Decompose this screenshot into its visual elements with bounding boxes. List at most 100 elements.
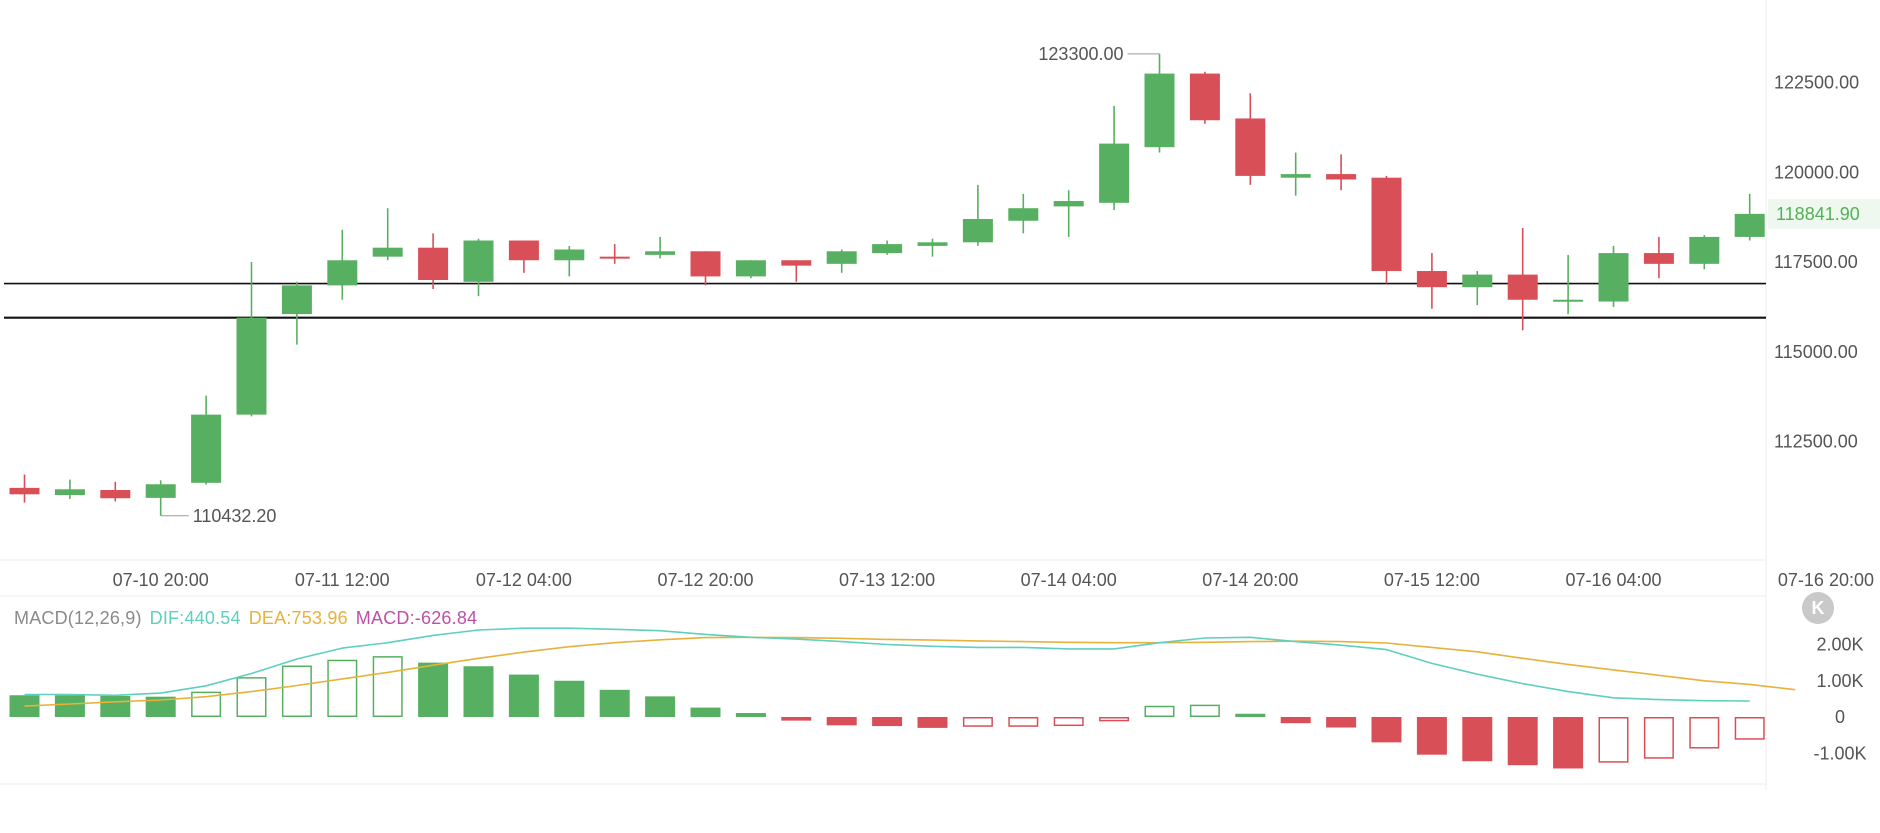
candle-body xyxy=(1553,299,1584,302)
macd-histogram-bar xyxy=(690,707,721,717)
price-axis-label: 115000.00 xyxy=(1774,342,1858,362)
macd-histogram-bar xyxy=(1235,713,1266,717)
candle-body xyxy=(463,240,494,282)
macd-histogram-bar xyxy=(1643,717,1674,759)
candle-body xyxy=(1235,118,1266,176)
candle-body xyxy=(1598,253,1629,302)
candle-body xyxy=(1643,253,1674,264)
macd-legend-macd: MACD:-626.84 xyxy=(355,608,478,628)
candle-body xyxy=(54,489,85,496)
macd-histogram-bar xyxy=(145,696,176,717)
macd-histogram-bar xyxy=(781,717,812,721)
last-price-tag-bg xyxy=(1768,198,1880,229)
candle-body xyxy=(1189,73,1220,121)
candle-body xyxy=(1008,208,1039,221)
macd-legend-dif: DIF:440.54 xyxy=(149,608,241,628)
macd-histogram-bar xyxy=(281,665,312,718)
macd-histogram-bar xyxy=(1144,705,1175,718)
macd-histogram-bar xyxy=(1598,717,1629,763)
macd-axis-label: 2.00K xyxy=(1816,635,1863,655)
macd-histogram-bar xyxy=(1053,717,1084,727)
macd-histogram-bar xyxy=(191,691,222,717)
macd-histogram-bar xyxy=(599,689,630,717)
macd-axis-label: -1.00K xyxy=(1813,743,1866,763)
candle-body xyxy=(599,256,630,259)
macd-histogram-bar xyxy=(1280,717,1311,724)
macd-histogram-bar xyxy=(962,717,993,727)
candle-body xyxy=(1734,213,1765,237)
macd-histogram-bar xyxy=(917,717,948,728)
macd-histogram-bar xyxy=(327,659,358,717)
candle-body xyxy=(735,260,766,277)
time-axis-label: 07-16 20:00 xyxy=(1778,570,1874,590)
macd-histogram-bar xyxy=(508,674,539,717)
macd-histogram-bar xyxy=(1008,717,1039,727)
candle-body xyxy=(327,260,358,286)
last-price-label: 118841.90 xyxy=(1776,204,1860,224)
time-axis-label: 07-13 12:00 xyxy=(839,570,935,590)
candle-body xyxy=(872,244,903,254)
price-axis-label: 120000.00 xyxy=(1774,162,1859,182)
candle-body xyxy=(781,260,812,266)
candle-body xyxy=(191,414,222,483)
macd-histogram-bar xyxy=(463,666,494,717)
macd-histogram-bar xyxy=(872,717,903,727)
candle-body xyxy=(1280,174,1311,178)
macd-histogram-bar xyxy=(100,695,131,717)
time-axis-label: 07-14 04:00 xyxy=(1021,570,1117,590)
candle-body xyxy=(145,484,176,498)
macd-histogram-bar xyxy=(9,695,40,717)
candle-body xyxy=(9,487,40,495)
candle-body xyxy=(1099,143,1130,203)
macd-histogram-bar xyxy=(645,696,676,717)
candle-body xyxy=(1507,274,1538,300)
candle-body xyxy=(418,247,449,280)
time-axis-label: 07-15 12:00 xyxy=(1384,570,1480,590)
time-axis-label: 07-14 20:00 xyxy=(1202,570,1298,590)
candle-body xyxy=(100,490,131,499)
macd-histogram-bar xyxy=(1507,717,1538,766)
candle-body xyxy=(1689,236,1720,264)
low-price-label: 110432.20 xyxy=(193,506,277,526)
candle-body xyxy=(1371,177,1402,272)
candle-body xyxy=(645,251,676,255)
chart-type-k-button[interactable]: K xyxy=(1802,592,1834,624)
time-axis-label: 07-12 04:00 xyxy=(476,570,572,590)
candle-body xyxy=(962,218,993,243)
macd-histogram-bar xyxy=(1326,717,1357,728)
price-axis-label: 117500.00 xyxy=(1774,252,1858,272)
high-price-label: 123300.00 xyxy=(1038,44,1123,64)
macd-histogram-bar xyxy=(372,656,403,717)
macd-axis-label: 1.00K xyxy=(1816,671,1863,691)
macd-histogram-bar xyxy=(418,662,449,717)
macd-histogram-bar xyxy=(554,680,585,717)
macd-histogram-bar xyxy=(1734,717,1765,740)
macd-histogram-bar xyxy=(735,713,766,717)
macd-histogram-bar xyxy=(1462,717,1493,762)
macd-histogram-bar xyxy=(1099,717,1130,722)
candle-body xyxy=(281,285,312,315)
candle-body xyxy=(917,242,948,246)
candle-body xyxy=(554,249,585,261)
candle-body xyxy=(1144,73,1175,148)
candle-body xyxy=(1416,271,1447,288)
macd-histogram-bar xyxy=(54,695,85,717)
candle-body xyxy=(1326,174,1357,180)
candle-body xyxy=(372,247,403,257)
macd-histogram-bar xyxy=(826,717,857,726)
price-axis-label: 112500.00 xyxy=(1774,432,1858,452)
macd-histogram-bar xyxy=(1371,717,1402,743)
price-axis-label: 122500.00 xyxy=(1774,73,1859,93)
macd-legend-name: MACD(12,26,9) xyxy=(14,608,142,628)
macd-histogram-bar xyxy=(236,677,267,717)
candle-body xyxy=(826,251,857,264)
time-axis-label: 07-16 04:00 xyxy=(1565,570,1661,590)
macd-dea-line xyxy=(24,636,1796,707)
candle-body xyxy=(1053,201,1084,207)
time-axis-label: 07-12 20:00 xyxy=(657,570,753,590)
macd-axis-label: 0 xyxy=(1835,707,1845,727)
macd-legend-dea: DEA:753.96 xyxy=(248,608,348,628)
candle-body xyxy=(1462,274,1493,288)
macd-histogram-bar xyxy=(1553,717,1584,769)
